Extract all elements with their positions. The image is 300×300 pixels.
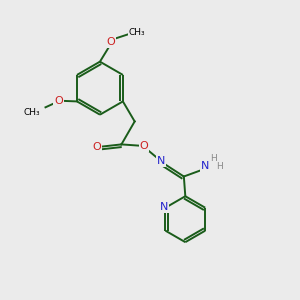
Text: N: N (157, 156, 165, 166)
Text: O: O (92, 142, 101, 152)
Text: CH₃: CH₃ (23, 108, 40, 117)
Text: N: N (201, 161, 209, 172)
Text: N: N (160, 202, 168, 212)
Text: O: O (54, 96, 63, 106)
Text: O: O (140, 141, 148, 151)
Text: O: O (107, 37, 116, 47)
Text: H: H (210, 154, 217, 163)
Text: CH₃: CH₃ (128, 28, 145, 37)
Text: H: H (216, 162, 223, 171)
